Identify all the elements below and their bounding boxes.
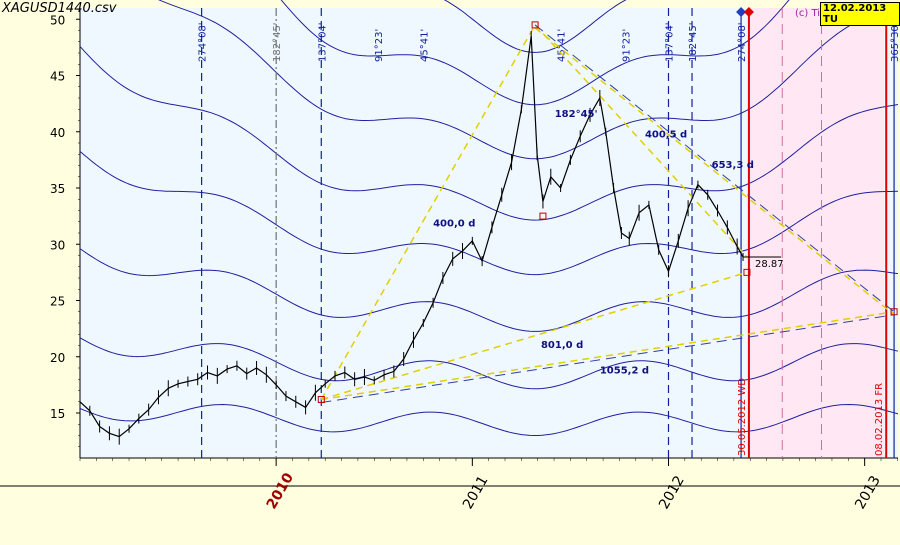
pivot-marker (890, 308, 898, 316)
angle-label: 182°45' (688, 22, 699, 62)
gann-circle-curve (79, 248, 899, 332)
x-year-label: 2010 (264, 470, 297, 512)
angle-label: 274°08' (198, 22, 209, 62)
angle-label: 45°41' (419, 29, 430, 62)
angle-label: 137°04' (317, 22, 328, 62)
y-tick-label: 40 (50, 126, 65, 140)
current-date-badge: 12.02.2013 TU (820, 2, 900, 26)
angle-label: 182°45' (272, 22, 283, 62)
chart-annotation: 182°45' (555, 109, 598, 120)
angle-label: 45°41' (557, 29, 568, 62)
pivot-marker (743, 268, 751, 276)
chart-annotation: 400,5 d (645, 129, 687, 140)
pivot-marker (317, 396, 325, 403)
y-tick-label: 35 (50, 182, 65, 196)
angle-label: 274°08' (737, 22, 748, 62)
date-marker-label: 30.05.2012 WD (737, 378, 748, 456)
future-zone (748, 8, 885, 458)
gann-circle-curve (443, 0, 627, 53)
trend-line (534, 24, 895, 313)
angle-label: 91°23' (374, 29, 385, 62)
y-tick-label: 45 (50, 70, 65, 84)
chart-annotation: 653,3 d (712, 160, 754, 171)
chart-annotation: 1055,2 d (600, 366, 649, 377)
diamond-marker (743, 7, 754, 17)
trend-line (534, 24, 748, 258)
trend-line (534, 27, 895, 316)
x-year-label: 2011 (460, 473, 492, 512)
y-tick-label: 25 (50, 295, 65, 309)
copyright-text: (c) Ti (795, 8, 821, 19)
x-year-label: 2012 (656, 473, 688, 512)
gann-circle-curve (280, 0, 790, 106)
last-price-label: 28.87 (755, 259, 784, 270)
y-tick-label: 20 (50, 351, 65, 365)
y-tick-label: 30 (50, 238, 65, 252)
gann-circle-curve (79, 337, 899, 390)
chart-annotation: 400,0 d (433, 218, 475, 229)
trend-line (321, 311, 895, 401)
trend-line (321, 314, 895, 403)
pivot-marker (539, 212, 547, 220)
chart-annotation: 801,0 d (541, 340, 583, 351)
angle-label: 91°23' (621, 29, 632, 62)
date-marker-label: 08.02.2013 FR (874, 383, 885, 456)
angle-label: 365°30' (890, 22, 900, 62)
gann-circle-curve (79, 403, 899, 436)
trend-line (321, 271, 748, 401)
pivot-marker (531, 21, 539, 29)
y-tick-label: 15 (50, 407, 65, 421)
y-tick-label: 50 (50, 13, 65, 27)
x-year-label: 2013 (852, 473, 884, 512)
file-title: XAGUSD1440.csv (2, 1, 117, 16)
angle-label: 137°04' (664, 22, 675, 62)
gann-circle-curve (158, 0, 899, 160)
gann-circle-curve (79, 151, 899, 276)
diamond-marker (736, 7, 747, 17)
gann-circle-curve (79, 46, 899, 221)
